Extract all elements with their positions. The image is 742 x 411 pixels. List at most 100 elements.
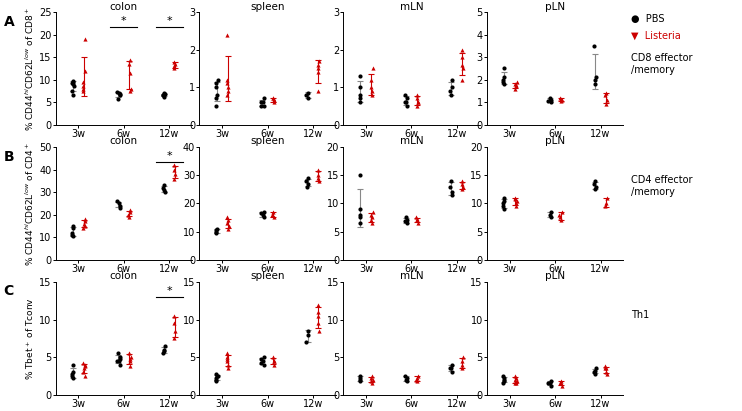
Point — [79, 36, 91, 43]
Point — [510, 200, 522, 207]
Point — [444, 88, 456, 94]
Point — [498, 74, 510, 81]
Point — [303, 95, 315, 102]
Title: spleen: spleen — [250, 2, 285, 12]
Point — [67, 79, 79, 85]
Point — [590, 74, 602, 81]
Point — [114, 205, 126, 211]
Point — [114, 356, 125, 362]
Point — [211, 230, 223, 236]
Point — [589, 186, 601, 193]
Point — [554, 380, 565, 387]
Point — [255, 103, 267, 109]
Point — [398, 218, 410, 225]
Point — [269, 97, 280, 104]
Point — [401, 376, 413, 383]
Text: *: * — [121, 16, 127, 26]
Point — [223, 88, 234, 94]
Point — [301, 91, 312, 98]
Point — [221, 356, 233, 362]
Point — [168, 320, 180, 327]
Point — [365, 76, 377, 83]
Point — [588, 369, 600, 375]
Point — [168, 335, 180, 342]
Point — [77, 360, 89, 366]
Point — [446, 189, 458, 196]
Point — [412, 375, 424, 381]
Point — [354, 91, 366, 98]
Point — [446, 192, 458, 199]
Y-axis label: % Tbet$^+$ of Tconv: % Tbet$^+$ of Tconv — [24, 297, 36, 380]
Point — [210, 227, 222, 233]
Point — [113, 358, 125, 364]
Point — [497, 203, 509, 210]
Point — [367, 91, 378, 98]
Point — [312, 301, 324, 308]
Point — [158, 346, 170, 353]
Point — [510, 79, 522, 85]
Point — [354, 99, 366, 106]
Point — [554, 214, 565, 221]
Point — [303, 180, 315, 187]
Text: *: * — [166, 16, 172, 26]
Point — [255, 210, 267, 217]
Point — [312, 69, 324, 76]
Point — [221, 80, 233, 87]
Point — [588, 180, 600, 187]
Point — [412, 99, 424, 106]
Point — [401, 95, 413, 102]
Point — [600, 365, 611, 372]
Point — [79, 67, 91, 74]
Point — [367, 88, 378, 94]
Point — [313, 58, 325, 64]
Point — [257, 361, 269, 368]
Point — [67, 225, 79, 231]
Title: pLN: pLN — [545, 271, 565, 282]
Point — [600, 92, 611, 99]
Point — [589, 370, 601, 377]
Point — [545, 209, 557, 215]
Point — [456, 180, 467, 187]
Point — [113, 200, 125, 207]
Point — [444, 183, 456, 190]
Point — [354, 84, 366, 90]
Point — [157, 92, 169, 99]
Point — [158, 187, 170, 193]
Point — [122, 211, 134, 218]
Point — [498, 206, 510, 212]
Point — [66, 232, 78, 238]
Point — [303, 328, 315, 334]
Point — [600, 365, 611, 372]
Point — [508, 196, 520, 202]
Point — [456, 358, 467, 364]
Point — [124, 358, 136, 364]
Point — [78, 365, 90, 372]
Title: pLN: pLN — [545, 2, 565, 12]
Point — [255, 356, 267, 362]
Point — [445, 178, 457, 184]
Point — [412, 220, 424, 226]
Point — [498, 194, 510, 201]
Point — [499, 65, 510, 72]
Text: A: A — [4, 14, 14, 29]
Point — [410, 214, 422, 221]
Point — [556, 97, 568, 103]
Point — [159, 91, 171, 97]
Point — [555, 378, 567, 384]
Point — [267, 354, 279, 360]
Point — [456, 365, 468, 372]
Point — [267, 95, 279, 102]
Point — [600, 369, 611, 375]
Point — [544, 211, 556, 218]
Point — [456, 361, 467, 368]
Point — [210, 80, 222, 87]
Point — [168, 313, 180, 319]
Point — [67, 369, 79, 375]
Point — [221, 350, 233, 357]
Point — [269, 358, 280, 364]
Point — [398, 372, 410, 379]
Point — [498, 375, 510, 381]
Point — [223, 84, 234, 90]
Point — [367, 380, 378, 387]
Point — [508, 380, 520, 387]
